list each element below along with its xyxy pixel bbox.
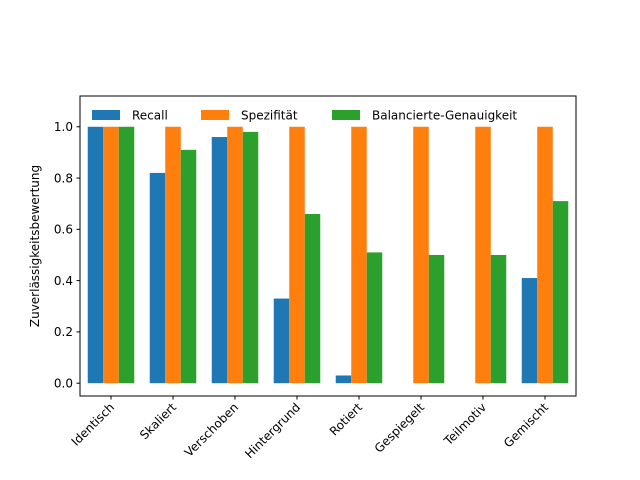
bar-2-7 — [475, 126, 491, 384]
bar-1-2 — [149, 172, 166, 384]
legend-label-1: Recall — [132, 108, 168, 122]
x-tick-label-3: Verschoben — [182, 400, 241, 459]
bar-1-1 — [87, 126, 104, 384]
legend: Recall Spezifität Balancierte-Genauigkeit — [92, 108, 517, 122]
bar-1-5 — [335, 375, 352, 384]
bar-2-3 — [227, 126, 243, 384]
bar-2-8 — [537, 126, 553, 384]
y-tick-label-5: 0.8 — [54, 171, 73, 185]
bar-3-1 — [118, 126, 135, 384]
legend-label-2: Spezifität — [241, 108, 298, 122]
y-axis-label: Zuverlässigkeitsbewertung — [28, 165, 42, 327]
bar-1-8 — [521, 278, 538, 384]
x-tick-label-2: Skaliert — [137, 400, 179, 442]
bar-3-7 — [490, 254, 507, 384]
bar-2-5 — [351, 126, 367, 384]
y-tick-label-3: 0.4 — [54, 274, 73, 288]
bar-3-8 — [552, 201, 569, 384]
legend-swatch-2 — [201, 110, 229, 120]
x-axis: Identisch Skaliert Verschoben Hintergrund Ro… — [69, 396, 551, 461]
bar-2-2 — [165, 126, 181, 384]
x-tick-label-1: Identisch — [69, 400, 118, 449]
bar-1-4 — [273, 298, 290, 384]
bar-2-4 — [289, 126, 305, 384]
bar-2-6 — [413, 126, 429, 384]
x-tick-label-5: Rotiert — [327, 400, 366, 439]
plot-frame — [79, 95, 577, 397]
bar-3-5 — [366, 252, 383, 384]
bar-3-6 — [428, 254, 445, 384]
bar-3-3 — [242, 131, 259, 384]
x-tick-label-7: Teilmotiv — [441, 400, 489, 448]
x-tick-label-4: Hintergrund — [242, 400, 303, 461]
bars-group — [87, 126, 569, 384]
bar-3-4 — [304, 213, 321, 384]
y-tick-label-2: 0.2 — [54, 325, 73, 339]
legend-swatch-1 — [92, 110, 120, 120]
x-tick-label-8: Gemischt — [501, 400, 551, 450]
y-tick-label-4: 0.6 — [54, 223, 73, 237]
bar-2-1 — [103, 126, 119, 384]
x-tick-label-6: Gespiegelt — [372, 400, 428, 456]
y-axis: 0.0 0.2 0.4 0.6 0.8 1.0 — [54, 120, 80, 390]
bar-1-3 — [211, 137, 228, 384]
y-tick-label-1: 0.0 — [54, 376, 73, 390]
legend-label-3: Balancierte-Genauigkeit — [372, 108, 517, 122]
y-tick-label-6: 1.0 — [54, 120, 73, 134]
legend-swatch-3 — [332, 110, 360, 120]
bar-3-2 — [180, 149, 197, 384]
